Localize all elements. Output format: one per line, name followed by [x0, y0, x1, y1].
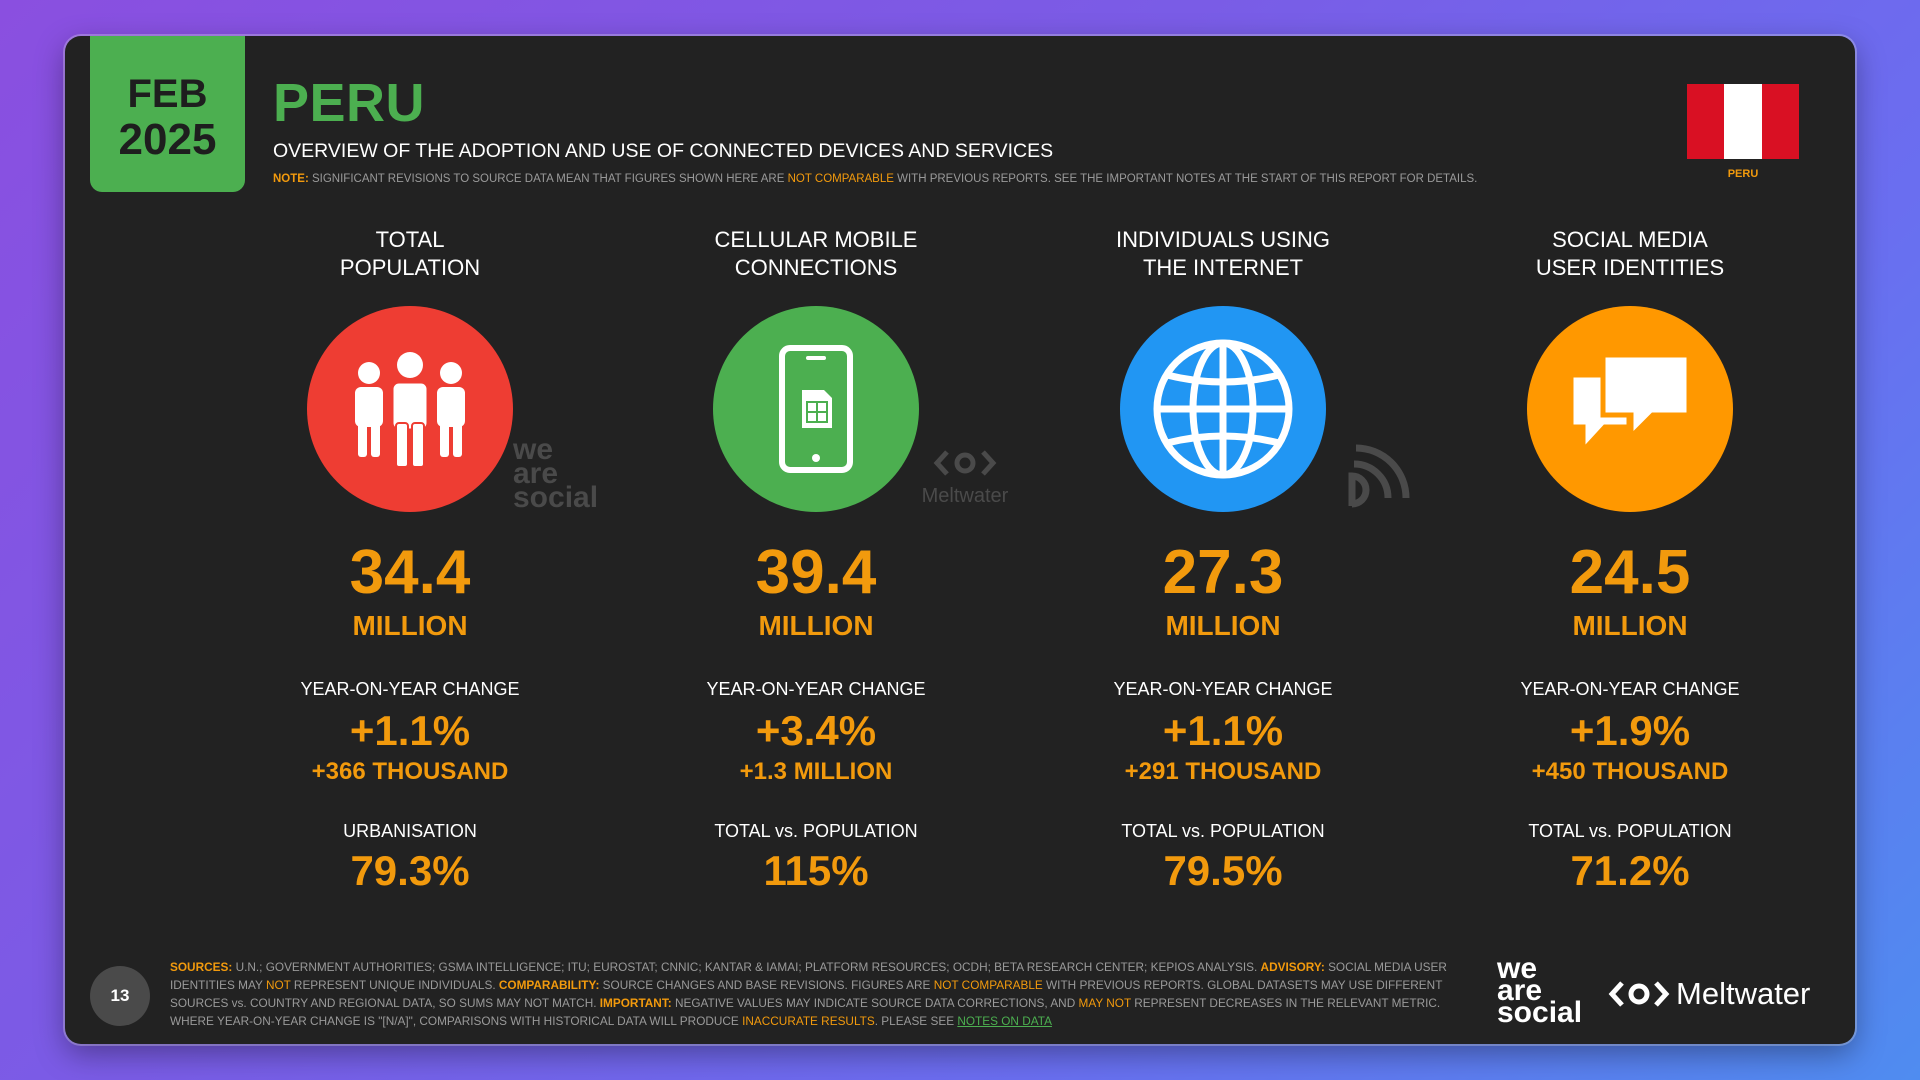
stat-column-social: SOCIAL MEDIA USER IDENTITIES 24.5 MILLIO… [1450, 226, 1810, 894]
change-label: YEAR-ON-YEAR CHANGE [1520, 679, 1740, 699]
we-are-social-watermark: we are social [513, 433, 599, 514]
change-percent: +3.4% [755, 707, 877, 754]
comparability-label: COMPARABILITY: [498, 978, 600, 992]
important-highlight: INACCURATE RESULTS [742, 1014, 875, 1028]
change-percent: +1.1% [349, 707, 471, 754]
change-absolute: +450 THOUSAND [1531, 758, 1729, 785]
important-label: IMPORTANT: [599, 996, 672, 1010]
extra-value: 71.2% [1570, 847, 1690, 894]
meltwater-logo: Meltwater [1608, 976, 1810, 1012]
comparability-body: SOURCE CHANGES AND BASE REVISIONS. FIGUR… [602, 978, 931, 992]
extra-value: 79.3% [350, 847, 470, 894]
extra-label: TOTAL vs. POPULATION [1528, 821, 1732, 841]
comparability-highlight: NOT COMPARABLE [933, 978, 1043, 992]
stat-heading: INDIVIDUALS USING THE INTERNET [1043, 226, 1403, 286]
badge-year: 2025 [118, 115, 217, 164]
change-absolute: +366 THOUSAND [311, 758, 509, 785]
note-text-2: WITH PREVIOUS REPORTS. SEE THE IMPORTANT… [897, 173, 1478, 185]
meltwater-watermark-text: Meltwater [921, 485, 1009, 507]
stat-heading-line: INDIVIDUALS USING [1116, 227, 1330, 252]
meltwater-watermark: Meltwater [905, 448, 1025, 508]
sources-text: SOURCES: U.N.; GOVERNMENT AUTHORITIES; G… [170, 958, 1470, 1030]
note-label: NOTE: [273, 173, 309, 185]
mobile-phone-icon [713, 306, 919, 512]
sources-body: U.N.; GOVERNMENT AUTHORITIES; GSMA INTEL… [235, 960, 1258, 974]
note-line: NOTE: SIGNIFICANT REVISIONS TO SOURCE DA… [273, 173, 1477, 185]
stat-heading-line: CELLULAR MOBILE [714, 227, 918, 252]
important-body: NEGATIVE VALUES MAY INDICATE SOURCE DATA… [674, 996, 1076, 1010]
page-title: PERU [273, 73, 426, 133]
page-number: 13 [90, 966, 150, 1026]
badge-month: FEB [127, 72, 208, 116]
change-percent: +1.1% [1162, 707, 1284, 754]
stat-column-population: TOTAL POPULATION [230, 226, 590, 894]
slide: FEB 2025 PERU OVERVIEW OF THE ADOPTION A… [65, 36, 1855, 1044]
note-highlight: NOT COMPARABLE [787, 173, 894, 185]
advisory-body: REPRESENT UNIQUE INDIVIDUALS. [293, 978, 496, 992]
kepios-watermark-icon [1342, 440, 1412, 515]
change-label: YEAR-ON-YEAR CHANGE [1113, 679, 1333, 699]
notes-on-data-link[interactable]: NOTES ON DATA [957, 1014, 1052, 1028]
note-text-1: SIGNIFICANT REVISIONS TO SOURCE DATA MEA… [311, 173, 785, 185]
change-label: YEAR-ON-YEAR CHANGE [300, 679, 520, 699]
change-absolute: +291 THOUSAND [1124, 758, 1322, 785]
meltwater-logo-icon [1608, 981, 1670, 1007]
stat-unit: MILLION [758, 610, 874, 641]
stat-unit: MILLION [352, 610, 468, 641]
stat-unit: MILLION [1572, 610, 1688, 641]
stat-heading-line: CONNECTIONS [734, 255, 898, 280]
stat-heading-line: TOTAL [375, 227, 445, 252]
peru-flag-icon [1687, 84, 1799, 159]
date-badge: FEB 2025 [90, 36, 245, 192]
change-label: YEAR-ON-YEAR CHANGE [706, 679, 926, 699]
people-icon [307, 306, 513, 512]
important-body: REPRESENT DECREASES IN THE RELEVANT METR… [170, 996, 1441, 1028]
stat-heading-line: SOCIAL MEDIA [1552, 227, 1708, 252]
extra-label: TOTAL vs. POPULATION [714, 821, 918, 841]
stat-value: 39.4 [755, 538, 877, 607]
stat-heading: CELLULAR MOBILE CONNECTIONS [636, 226, 996, 286]
stat-heading: SOCIAL MEDIA USER IDENTITIES [1450, 226, 1810, 286]
advisory-label: ADVISORY: [1260, 960, 1325, 974]
extra-value: 79.5% [1163, 847, 1283, 894]
extra-value: 115% [763, 847, 869, 894]
change-absolute: +1.3 MILLION [739, 758, 893, 785]
meltwater-logo-text: Meltwater [1676, 976, 1811, 1011]
comparability-body: WITH PREVIOUS REPORTS. GLOBAL DATASETS M… [170, 978, 1443, 1010]
extra-label: URBANISATION [343, 821, 477, 841]
important-highlight: MAY NOT [1078, 996, 1131, 1010]
stat-column-internet: INDIVIDUALS USING THE INTERNET 27.3 MILL… [1043, 226, 1403, 894]
stat-heading-line: THE INTERNET [1142, 255, 1304, 280]
stat-value: 27.3 [1162, 538, 1284, 607]
advisory-highlight: NOT [265, 978, 291, 992]
stat-heading-line: USER IDENTITIES [1535, 255, 1725, 280]
important-body: . PLEASE SEE [874, 1014, 955, 1028]
stat-unit: MILLION [1165, 610, 1281, 641]
stat-value: 24.5 [1569, 538, 1691, 607]
page-subtitle: OVERVIEW OF THE ADOPTION AND USE OF CONN… [273, 140, 1054, 162]
we-are-social-logo: we are social [1497, 952, 1583, 1029]
meltwater-logo-icon [933, 450, 997, 476]
chat-bubbles-icon [1527, 306, 1733, 512]
stat-column-mobile: CELLULAR MOBILE CONNECTIONS 39.4 MILLION… [636, 226, 996, 894]
change-percent: +1.9% [1569, 707, 1691, 754]
extra-label: TOTAL vs. POPULATION [1121, 821, 1325, 841]
globe-icon [1120, 306, 1326, 512]
stat-heading-line: POPULATION [339, 255, 481, 280]
sources-label: SOURCES: [170, 960, 233, 974]
stat-heading: TOTAL POPULATION [230, 226, 590, 286]
flag-label: PERU [1727, 168, 1759, 180]
stat-value: 34.4 [349, 538, 471, 607]
advisory-body: SOCIAL MEDIA USER IDENTITIES MAY [170, 960, 1447, 992]
